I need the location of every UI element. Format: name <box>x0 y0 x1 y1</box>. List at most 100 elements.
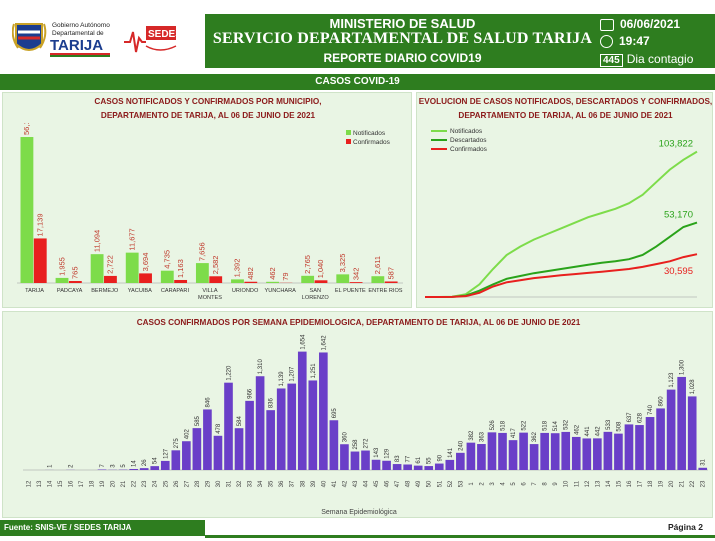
data-label: 1,207 <box>290 366 296 382</box>
data-label: 1,654 <box>300 334 306 350</box>
data-label: 518 <box>543 420 549 431</box>
data-label: 1,310 <box>258 359 264 375</box>
week-bar <box>582 438 592 470</box>
week-bar <box>540 432 549 470</box>
week-bar <box>571 436 581 470</box>
data-label: 441 <box>585 426 591 437</box>
week-label: 32 <box>237 480 243 487</box>
category-label: MONTES <box>198 295 222 301</box>
week-label: 10 <box>564 480 570 487</box>
data-label: 2,722 <box>106 255 115 274</box>
data-label: 533 <box>606 419 612 430</box>
bar-notificados <box>55 277 69 283</box>
line-descartados <box>425 221 698 298</box>
week-bar <box>656 408 665 470</box>
data-label: 1,040 <box>316 260 325 279</box>
data-label: 258 <box>353 439 359 450</box>
data-label: 55 <box>427 457 433 464</box>
week-bar <box>635 425 644 470</box>
data-label: 2,582 <box>211 256 220 275</box>
week-bar <box>698 467 708 470</box>
week-bar <box>266 410 275 470</box>
data-label: 1,251 <box>311 363 317 379</box>
week-bar <box>203 409 212 470</box>
week-bar <box>192 428 202 470</box>
week-label: 2 <box>479 482 485 486</box>
week-bar <box>645 417 655 470</box>
week-label: 15 <box>616 480 622 487</box>
category-label: ENTRE RIOS <box>368 288 402 294</box>
evolution-line-chart: 103,822 53,170 30,595 Notificados Descartado… <box>425 128 698 298</box>
end-value-label: 53,170 <box>664 210 693 221</box>
data-label: 740 <box>648 404 654 415</box>
data-label: 585 <box>195 415 201 426</box>
data-label: 1,220 <box>227 365 233 381</box>
week-label: 5 <box>511 482 517 486</box>
week-label: 44 <box>364 480 370 487</box>
category-label: TARIJA <box>25 288 44 294</box>
data-label: 275 <box>174 438 180 449</box>
week-label: 42 <box>342 480 348 487</box>
data-label: 272 <box>364 438 370 449</box>
week-label: 12 <box>585 480 591 487</box>
week-label: 39 <box>311 480 317 487</box>
category-label: URIONDO <box>232 288 259 294</box>
week-bar <box>466 442 476 470</box>
report-title: REPORTE DIARIO COVID19 <box>323 51 482 65</box>
week-bar <box>687 396 697 470</box>
data-label: 2,765 <box>303 255 312 274</box>
week-bar <box>150 466 160 470</box>
week-label: 22 <box>132 480 138 487</box>
week-bar <box>529 444 539 470</box>
legend-swatch <box>346 130 351 135</box>
week-bar <box>340 444 349 470</box>
data-label: 54 <box>153 457 159 464</box>
bar-confirmados <box>174 279 188 283</box>
data-label: 1,955 <box>57 257 66 276</box>
week-label: 29 <box>205 480 211 487</box>
week-label: 33 <box>248 480 254 487</box>
sedes-title: SERVICIO DEPARTAMENTAL DE SALUD TARIJA <box>212 30 593 47</box>
week-label: 36 <box>279 480 285 487</box>
week-bar <box>297 351 307 470</box>
week-bar <box>319 352 328 470</box>
week-bar <box>550 433 560 470</box>
data-label: 966 <box>248 388 254 399</box>
legend-label: Notificados <box>450 128 483 135</box>
week-label: 1 <box>469 482 475 486</box>
week-bar <box>213 435 223 470</box>
bar-notificados <box>160 270 174 283</box>
category-label: CARAPARI <box>161 288 190 294</box>
week-label: 51 <box>437 480 443 487</box>
evolution-chart-panel: EVOLUCION DE CASOS NOTIFICADOS, DESCARTA… <box>416 92 713 308</box>
data-label: 3 <box>111 464 117 468</box>
week-label: 7 <box>532 482 538 486</box>
week-label: 20 <box>111 480 117 487</box>
week-bar <box>276 388 286 470</box>
x-axis-title: Semana Epidemiológica <box>321 509 397 516</box>
week-label: 6 <box>522 482 528 486</box>
week-bar <box>371 459 381 470</box>
week-bar <box>508 440 518 470</box>
data-label: 26 <box>142 459 148 466</box>
week-bar <box>413 465 423 470</box>
bar-confirmados <box>139 273 152 283</box>
line-notificados <box>425 150 698 298</box>
week-label: 16 <box>68 480 74 487</box>
data-label: 360 <box>342 432 348 443</box>
week-label: 26 <box>174 480 180 487</box>
data-label: 31 <box>701 458 707 465</box>
data-label: 5 <box>121 464 127 468</box>
legend-swatch <box>346 139 351 144</box>
week-label: 24 <box>153 480 159 487</box>
week-label: 3 <box>490 482 496 486</box>
data-label: 11,094 <box>92 230 101 252</box>
data-label: 56,150 <box>22 123 31 135</box>
clock-icon <box>600 35 613 49</box>
week-label: 18 <box>648 480 654 487</box>
week-bar <box>382 460 391 470</box>
week-label: 22 <box>690 480 696 487</box>
bar-notificados <box>231 279 244 283</box>
week-label: 14 <box>47 480 53 487</box>
data-label: 836 <box>269 397 275 408</box>
